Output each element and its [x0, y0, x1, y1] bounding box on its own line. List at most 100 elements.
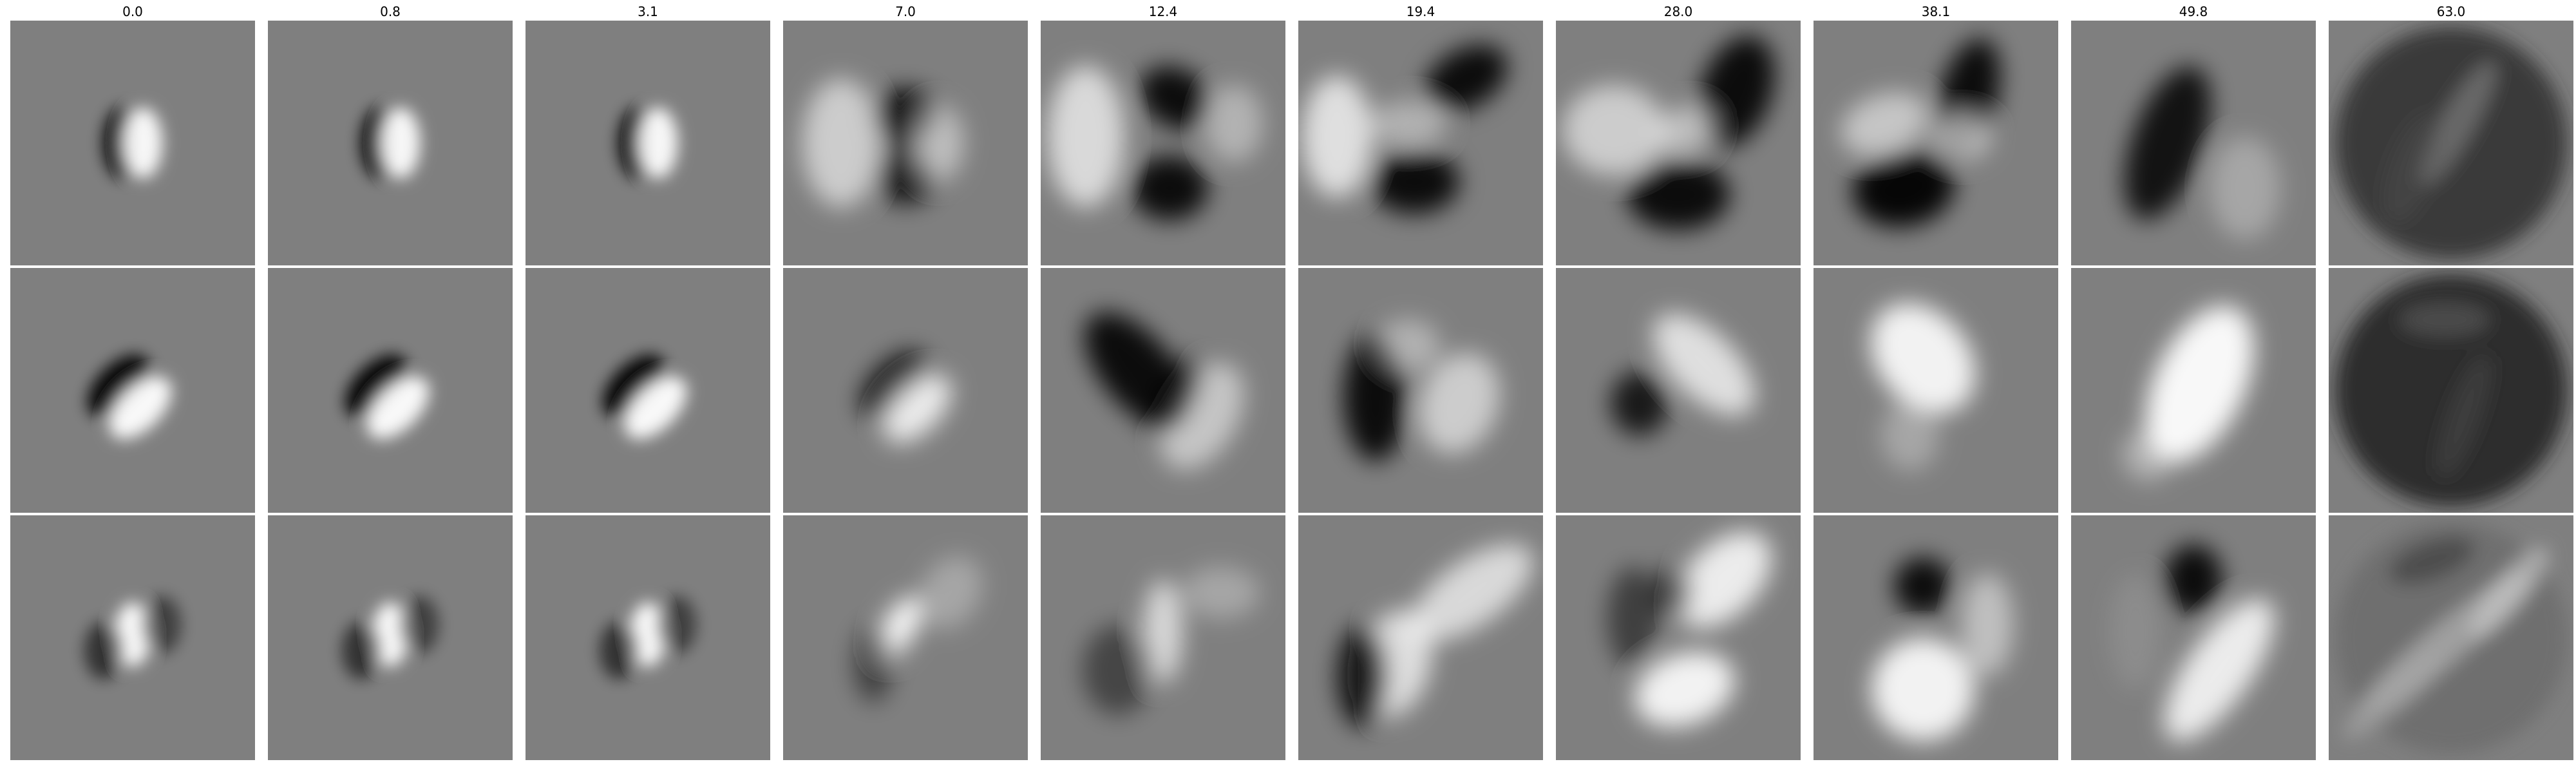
filter-image-svg [1556, 268, 1801, 513]
intensity-blob [2389, 537, 2475, 584]
intensity-blob [1411, 544, 1533, 642]
intensity-blob [1697, 35, 1776, 148]
filter-image [526, 268, 770, 513]
intensity-blob [2342, 652, 2444, 740]
filter-image-svg [2329, 268, 2573, 513]
intensity-blob [1611, 371, 1669, 435]
intensity-blob [2124, 66, 2211, 220]
filter-image [2071, 21, 2316, 265]
filter-image-svg [1298, 268, 1543, 513]
intensity-blob [1634, 651, 1735, 727]
intensity-blob [372, 602, 408, 667]
intensity-blob [883, 374, 951, 443]
intensity-blob [2146, 305, 2254, 463]
column-label: 28.0 [1663, 4, 1693, 19]
filter-image [526, 21, 770, 265]
image-background [1556, 268, 1801, 513]
filter-image-svg [1556, 21, 1801, 265]
filter-image [1556, 515, 1801, 760]
filter-image-svg [1814, 268, 2058, 513]
intensity-blob [854, 625, 893, 702]
intensity-blob [1148, 356, 1204, 437]
intensity-blob [600, 622, 638, 680]
filter-image [10, 268, 255, 513]
filter-image [783, 515, 1028, 760]
intensity-blob [1302, 75, 1372, 198]
intensity-blob [2383, 113, 2442, 224]
filter-image-svg [1814, 21, 2058, 265]
filter-image-svg [783, 21, 1028, 265]
intensity-blob [1369, 149, 1459, 214]
intensity-blob [1182, 567, 1260, 618]
filter-image [1814, 515, 2058, 760]
intensity-blob [2335, 274, 2567, 506]
intensity-blob [1675, 531, 1772, 628]
filter-image-svg [526, 268, 770, 513]
filter-image [1556, 21, 1801, 265]
filter-image-svg [1041, 268, 1285, 513]
intensity-blob [1653, 106, 1716, 155]
filter-image-svg [2329, 21, 2573, 265]
intensity-blob [624, 376, 687, 439]
intensity-blob [860, 351, 928, 419]
filter-image-svg [2329, 515, 2573, 760]
intensity-blob [1047, 66, 1124, 207]
column-label: 7.0 [895, 4, 916, 19]
filter-image-svg [2071, 21, 2316, 265]
filter-image [268, 268, 513, 513]
filter-image [1041, 515, 1285, 760]
intensity-blob [1871, 638, 1975, 741]
filter-image-svg [268, 21, 513, 265]
intensity-blob [912, 104, 963, 182]
column-label: 3.1 [638, 4, 658, 19]
filter-image [1041, 268, 1285, 513]
intensity-blob [630, 602, 666, 667]
filter-image [2071, 515, 2316, 760]
filter-image-svg [1814, 515, 2058, 760]
column-label: 12.4 [1148, 4, 1178, 19]
intensity-blob [1841, 92, 1928, 155]
filter-image-svg [526, 21, 770, 265]
intensity-blob [1337, 625, 1388, 728]
filter-image-svg [1298, 515, 1543, 760]
filter-image-svg [526, 515, 770, 760]
intensity-blob [2164, 598, 2275, 741]
intensity-blob [1962, 573, 2013, 676]
intensity-blob [1083, 625, 1153, 715]
filter-image-svg [1298, 21, 1543, 265]
intensity-blob [1205, 85, 1263, 162]
intensity-blob [1139, 66, 1213, 130]
intensity-blob [381, 108, 421, 178]
intensity-blob [658, 596, 696, 654]
intensity-blob [1653, 313, 1756, 416]
filter-image [1298, 515, 1543, 760]
intensity-blob [2164, 544, 2222, 615]
filter-image-svg [783, 268, 1028, 513]
intensity-blob [638, 108, 678, 178]
intensity-blob [1144, 580, 1182, 683]
intensity-blob [1131, 156, 1208, 220]
intensity-blob [84, 622, 123, 680]
intensity-blob [2470, 547, 2548, 638]
filter-image [10, 515, 255, 760]
intensity-blob [1852, 149, 1955, 227]
intensity-blob [2210, 137, 2280, 240]
column-label: 0.0 [122, 4, 143, 19]
intensity-blob [1894, 557, 1952, 615]
intensity-blob [1881, 400, 1939, 471]
filter-image-svg [268, 515, 513, 760]
filter-image-svg [1041, 515, 1285, 760]
filter-image [2329, 21, 2573, 265]
filter-image [10, 21, 255, 265]
filter-image-svg [1556, 515, 1801, 760]
intensity-blob [142, 596, 181, 654]
filter-image [1814, 21, 2058, 265]
filter-image [2329, 515, 2573, 760]
column-label: 63.0 [2436, 4, 2466, 19]
filter-image [783, 268, 1028, 513]
intensity-blob [345, 354, 408, 417]
intensity-blob [1933, 114, 1991, 159]
intensity-blob [2400, 303, 2490, 336]
intensity-blob [602, 354, 665, 417]
